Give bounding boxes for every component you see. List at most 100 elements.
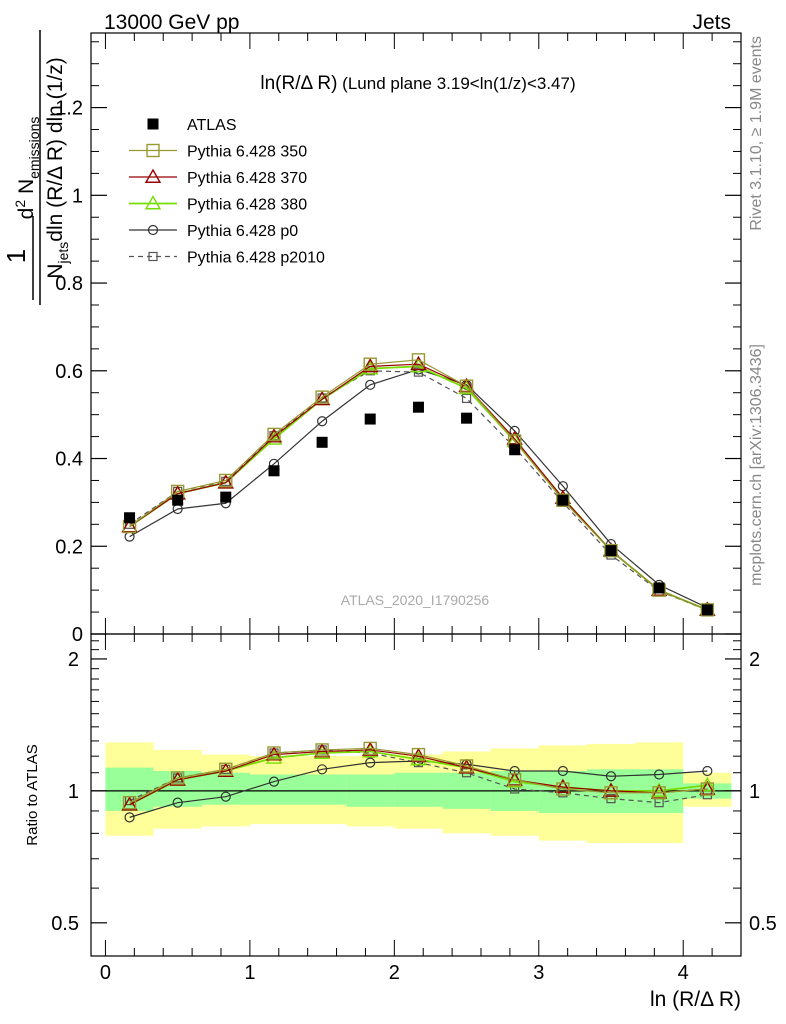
ratio-point-p380 — [410, 750, 427, 766]
legend-entry-p380: Pythia 6.428 380 — [129, 195, 307, 214]
legend-marker-atlas — [147, 118, 159, 130]
ratio-point-p370 — [169, 771, 186, 786]
ratio-y-tick-label: 1 — [68, 781, 79, 803]
point-p350 — [604, 543, 618, 558]
ratio-point-p350 — [363, 741, 377, 756]
legend-label-atlas: ATLAS — [187, 117, 237, 134]
y-label-d-exponent: 2 — [12, 200, 28, 208]
legend-marker-p0 — [147, 224, 159, 236]
ratio-series-layer — [121, 741, 716, 823]
ratio-point-p0 — [268, 776, 280, 787]
ratio-point-p380 — [265, 749, 283, 764]
point-atlas — [172, 494, 184, 506]
point-p0 — [365, 379, 376, 390]
legend: ATLAS Pythia 6.428 350 Pythia 6.428 370 Pyt… — [129, 117, 325, 267]
y-label-one: 1 — [1, 249, 31, 263]
point-p350 — [267, 427, 281, 442]
legend-entry-p350: Pythia 6.428 350 — [129, 144, 307, 161]
ratio-y-axis: 0.5 0.5 1 1 2 2 — [51, 640, 777, 935]
y-label-N-num: N — [15, 179, 38, 200]
ratio-point-p350 — [459, 759, 474, 773]
ratio-point-p350 — [411, 747, 426, 762]
ratio-point-p0 — [124, 812, 135, 823]
band-inner — [105, 767, 154, 811]
watermark: ATLAS_2020_I1790256 — [341, 592, 490, 608]
point-p370 — [362, 357, 379, 373]
ratio-point-p370 — [554, 778, 572, 794]
ratio-point-p0 — [172, 797, 183, 808]
point-p350 — [219, 473, 233, 488]
header-right: Jets — [692, 11, 731, 34]
band-inner — [201, 772, 250, 805]
point-atlas — [557, 494, 569, 506]
point-p380 — [458, 379, 475, 395]
ratio-y-tick-label-right: 0.5 — [749, 913, 777, 935]
ratio-point-p350 — [170, 771, 185, 785]
ratio-point-p350 — [700, 782, 715, 796]
point-p370 — [313, 390, 331, 406]
series-p380 — [121, 357, 716, 616]
main-y-axis: 0 0.2 0.4 0.6 0.8 1 1.2 — [55, 41, 741, 646]
ratio-line-p350 — [129, 747, 708, 804]
y-label-N: N — [44, 264, 67, 279]
series-line-p370 — [129, 363, 708, 611]
main-panel: 0 0.2 0.4 0.6 0.8 1 1.2 ln(R/Δ R) (Lund plane … — [1, 30, 742, 646]
legend-marker-p370 — [144, 168, 162, 183]
main-y-tick-label: 0.2 — [55, 536, 83, 558]
legend-entry-p2010: Pythia 6.428 p2010 — [129, 250, 325, 267]
main-y-tick-label: 1 — [72, 185, 83, 207]
ratio-panel: 0.5 0.5 1 1 2 2 0 1 2 3 4 Ratio to ATLAS ln (R/Δ … — [24, 633, 777, 1011]
ratio-point-p370 — [121, 796, 138, 811]
y-label-jets: jets — [55, 242, 71, 265]
point-p350 — [700, 603, 715, 617]
main-y-tick-label: 0 — [72, 624, 83, 646]
legend-entry-p0: Pythia 6.428 p0 — [129, 223, 298, 240]
ratio-point-p350 — [604, 786, 618, 800]
main-y-tick-label: 0.4 — [55, 449, 83, 471]
point-p370 — [458, 377, 475, 393]
legend-label-p380: Pythia 6.428 380 — [187, 197, 307, 214]
y-label-numerator: d2 Nemissions — [12, 117, 42, 220]
main-y-tick-label: 0.8 — [55, 273, 83, 295]
series-p370 — [121, 355, 716, 616]
side-label-bottom: mcplots.cern.ch [arXiv:1306.3436] — [748, 344, 765, 586]
ratio-point-p0 — [220, 791, 231, 802]
legend-label-p350: Pythia 6.428 350 — [187, 144, 307, 161]
ratio-point-p350 — [267, 746, 281, 760]
legend-marker-p350 — [146, 143, 160, 158]
ratio-point-p350 — [556, 782, 570, 796]
legend-label-p0: Pythia 6.428 p0 — [187, 223, 298, 240]
ratio-panel-frame — [90, 633, 742, 957]
point-p370 — [265, 428, 283, 443]
main-series-layer — [121, 353, 716, 617]
side-label-top: Rivet 3.1.10, ≥ 1.9M events — [748, 36, 765, 231]
main-title-rest: (Lund plane 3.19<ln(1/z)<3.47) — [337, 74, 575, 93]
legend-entry-atlas: ATLAS — [147, 117, 237, 134]
point-atlas — [605, 545, 617, 557]
series-p350 — [122, 353, 715, 617]
main-y-tick-label: 1.2 — [55, 98, 83, 120]
legend-marker-p380 — [144, 195, 162, 210]
ratio-y-tick-label-right: 1 — [749, 781, 760, 803]
y-label-d: d — [15, 208, 38, 220]
point-p350 — [556, 493, 570, 507]
y-label-denominator: Njetsdln (R/Δ R) dln (1/z) — [44, 57, 71, 278]
ratio-x-axis-label: ln (R/Δ R) — [650, 988, 741, 1011]
ratio-point-p0 — [653, 769, 665, 780]
y-label-emissions: emissions — [26, 117, 42, 179]
ratio-y-tick-label-right: 2 — [749, 649, 760, 671]
ratio-x-axis: 0 1 2 3 4 — [100, 634, 713, 984]
point-p370 — [410, 355, 427, 371]
ratio-x-tick-label: 4 — [678, 962, 689, 984]
point-atlas — [701, 604, 713, 616]
point-atlas — [220, 491, 232, 503]
ratio-point-p0 — [317, 764, 328, 775]
ratio-point-p350 — [122, 795, 137, 810]
point-atlas — [653, 582, 665, 594]
point-atlas — [316, 436, 328, 448]
point-atlas — [124, 512, 136, 524]
ratio-point-p370 — [602, 782, 620, 797]
ratio-point-p0 — [605, 771, 617, 782]
point-p370 — [506, 430, 523, 445]
ratio-point-p0 — [557, 765, 569, 777]
